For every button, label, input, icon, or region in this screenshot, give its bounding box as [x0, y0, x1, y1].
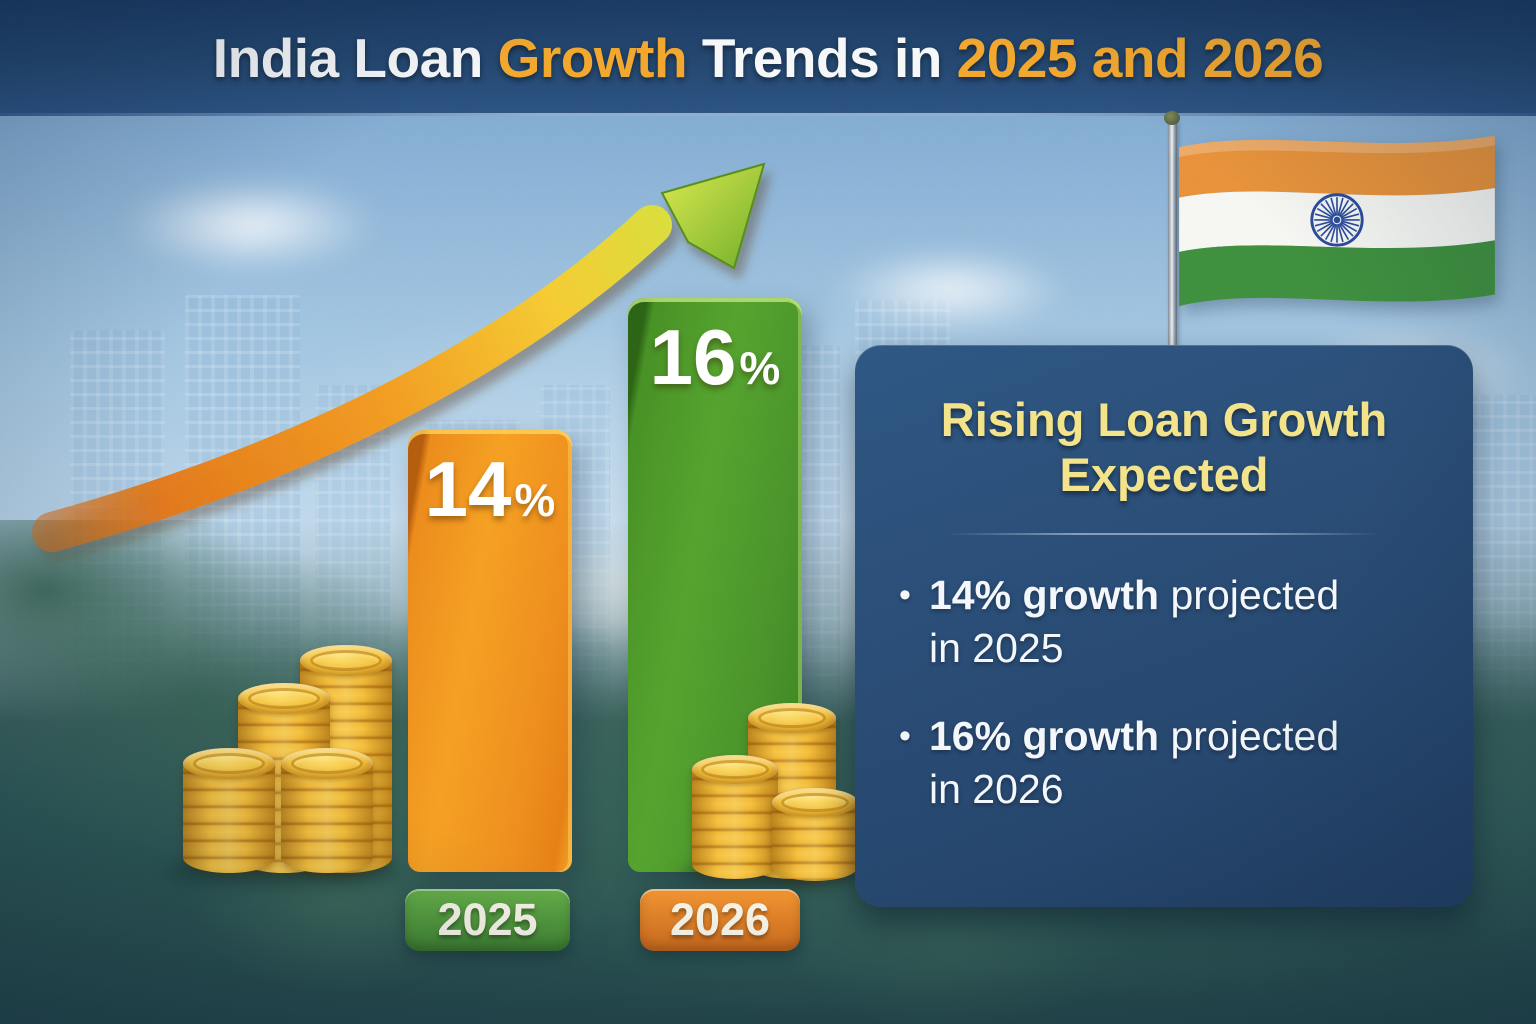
- coin-stack: [772, 788, 858, 881]
- year-badge-2026: 2026: [640, 889, 800, 951]
- bullet-2026-text: 16% growth projected in 2026: [929, 710, 1339, 817]
- coin-stack: [183, 748, 275, 873]
- coin-face: [183, 748, 275, 779]
- bullet-2025: • 14% growth projected in 2025: [899, 569, 1429, 676]
- bullet-2026-normal: projected: [1159, 712, 1340, 759]
- panel-heading-line1: Rising Loan Growth: [940, 393, 1388, 446]
- panel-heading-line2: Expected: [1059, 447, 1269, 501]
- bullet-2025-line2: in 2025: [929, 625, 1064, 672]
- coin-face: [748, 703, 836, 733]
- bullet-2025-bold: 14% growth: [929, 571, 1160, 618]
- bullet-dot: •: [899, 575, 911, 614]
- panel-divider: [946, 532, 1382, 535]
- coin-ring: [310, 649, 382, 672]
- bullet-2026: • 16% growth projected in 2026: [899, 710, 1429, 817]
- coin-face: [692, 755, 778, 784]
- panel-heading: Rising Loan Growth Expected: [899, 393, 1429, 503]
- summary-panel: Rising Loan Growth Expected • 14% growth…: [855, 345, 1473, 907]
- coin-ring: [701, 759, 769, 780]
- coin-stack-body: [692, 769, 778, 879]
- coin-face: [300, 645, 392, 676]
- coin-stack: [692, 755, 778, 879]
- bullet-2025-normal: projected: [1159, 571, 1340, 618]
- bullet-2026-line2: in 2026: [929, 765, 1064, 812]
- coin-ring: [781, 792, 849, 813]
- bullet-dot: •: [899, 716, 911, 755]
- coin-stack: [281, 748, 373, 873]
- coin-ring: [291, 752, 363, 775]
- coin-face: [772, 788, 858, 817]
- coin-face: [281, 748, 373, 779]
- coin-ring: [248, 687, 320, 710]
- year-badge-2025: 2025: [405, 889, 570, 951]
- coin-face: [238, 683, 330, 714]
- bullet-2025-text: 14% growth projected in 2025: [929, 569, 1339, 676]
- coin-ring: [193, 752, 265, 775]
- coin-ring: [757, 707, 827, 729]
- bullet-2026-bold: 16% growth: [929, 712, 1160, 759]
- coin-stack-body: [281, 763, 373, 873]
- coin-stack-body: [183, 763, 275, 873]
